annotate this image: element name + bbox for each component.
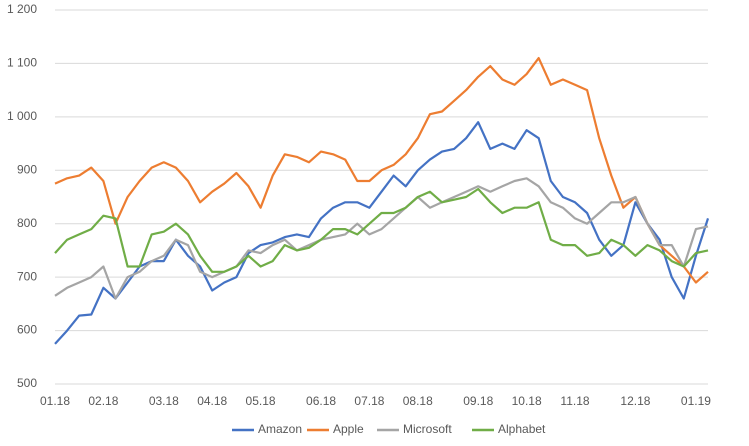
x-tick-label: 11.18 bbox=[560, 394, 589, 408]
y-tick-label: 1 000 bbox=[7, 109, 37, 123]
x-tick-label: 05.18 bbox=[246, 394, 276, 408]
series-line bbox=[54, 187, 709, 273]
y-tick-label: 600 bbox=[17, 323, 37, 337]
x-tick-label: 09.18 bbox=[463, 394, 493, 408]
x-tick-label: 07.18 bbox=[354, 394, 384, 408]
legend-label: Amazon bbox=[258, 422, 302, 436]
x-tick-label: 01.19 bbox=[681, 394, 711, 408]
x-tick-label: 10.18 bbox=[512, 394, 542, 408]
series-line bbox=[54, 57, 709, 284]
x-tick-label: 08.18 bbox=[403, 394, 433, 408]
x-tick-label: 06.18 bbox=[306, 394, 336, 408]
legend-label: Alphabet bbox=[498, 422, 546, 436]
legend-label: Apple bbox=[333, 422, 364, 436]
x-tick-label: 04.18 bbox=[197, 394, 227, 408]
y-tick-label: 700 bbox=[17, 269, 37, 283]
y-tick-label: 900 bbox=[17, 162, 37, 176]
y-tick-label: 500 bbox=[17, 376, 37, 390]
x-tick-label: 02.18 bbox=[88, 394, 118, 408]
y-tick-label: 1 100 bbox=[7, 56, 37, 70]
x-tick-label: 01.18 bbox=[40, 394, 70, 408]
series-line bbox=[54, 177, 709, 300]
y-tick-label: 800 bbox=[17, 216, 37, 230]
x-tick-label: 12.18 bbox=[620, 394, 650, 408]
series-line bbox=[54, 121, 710, 345]
x-tick-label: 03.18 bbox=[149, 394, 179, 408]
y-tick-label: 1 200 bbox=[7, 2, 37, 16]
legend-label: Microsoft bbox=[403, 422, 452, 436]
